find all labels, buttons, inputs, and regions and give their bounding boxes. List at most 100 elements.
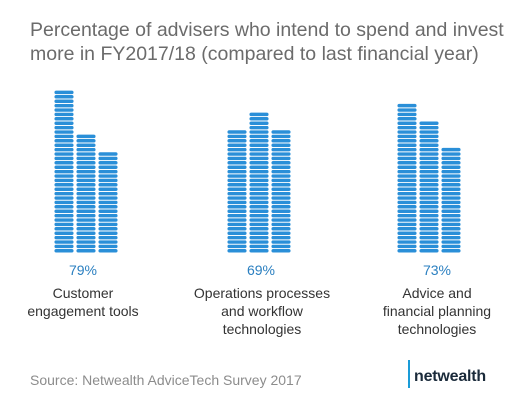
coin (248, 111, 270, 118)
coin (440, 160, 462, 166)
category-label-line: financial planning (382, 303, 492, 319)
coin (418, 234, 440, 241)
coin (396, 146, 418, 153)
coin (396, 239, 418, 245)
coin (53, 226, 75, 232)
coin (53, 195, 75, 201)
value-label-customer-engagement: 79% (68, 262, 98, 278)
coin (396, 186, 418, 192)
category-label-advice-planning: Advice and financial planning technologi… (347, 284, 521, 338)
coin-stack-bar (53, 89, 75, 254)
coin (270, 212, 292, 219)
coin (53, 116, 75, 122)
coin (53, 230, 75, 236)
coin (75, 208, 97, 214)
coin (270, 160, 292, 166)
coin (248, 133, 270, 140)
coin-group-2 (396, 102, 462, 254)
coin (97, 160, 119, 166)
coin (75, 199, 97, 206)
coin (418, 173, 440, 179)
coin (75, 221, 97, 228)
coin (53, 120, 75, 126)
coin (53, 239, 75, 245)
coin (226, 138, 248, 144)
category-label-line: Advice and (402, 285, 472, 301)
coin (418, 208, 440, 214)
coin (97, 226, 119, 232)
coin (270, 133, 292, 140)
coin (226, 208, 248, 214)
coin (396, 226, 418, 232)
coin (97, 243, 119, 250)
coin (396, 124, 418, 131)
coin (248, 173, 270, 179)
coin (418, 177, 440, 184)
coin (440, 168, 462, 175)
coin (396, 173, 418, 179)
coin (226, 146, 248, 153)
coin (418, 168, 440, 175)
coin (226, 160, 248, 166)
coin (248, 186, 270, 192)
coin (226, 248, 248, 254)
coin (53, 160, 75, 166)
coin (75, 234, 97, 241)
coin (53, 146, 75, 153)
coin (97, 239, 119, 245)
coin (418, 133, 440, 140)
coin (75, 239, 97, 245)
coin (75, 204, 97, 210)
coin (226, 190, 248, 197)
coin (396, 102, 418, 109)
coin (97, 164, 119, 170)
coin (53, 173, 75, 179)
coin (75, 160, 97, 166)
coin (418, 217, 440, 223)
coin (226, 164, 248, 170)
coin (248, 168, 270, 175)
logo-accent-bar (408, 360, 410, 388)
coin (97, 234, 119, 241)
coin (53, 151, 75, 157)
coin (53, 234, 75, 241)
coin (418, 226, 440, 232)
coin (53, 182, 75, 188)
coin (53, 217, 75, 223)
coin (270, 168, 292, 175)
coin (270, 164, 292, 170)
coin (53, 138, 75, 144)
coin (396, 195, 418, 201)
coin (75, 168, 97, 175)
coin (53, 168, 75, 175)
coin (75, 230, 97, 236)
coin (440, 243, 462, 250)
coin (270, 248, 292, 254)
coin-stack-bar (440, 146, 462, 254)
logo-wordmark: netwealth (414, 368, 486, 385)
coin-stack-bar (270, 129, 292, 254)
coin (440, 239, 462, 245)
coin (440, 199, 462, 206)
coin (418, 248, 440, 254)
coin (226, 195, 248, 201)
coin (248, 195, 270, 201)
coin (396, 204, 418, 210)
coin (53, 111, 75, 118)
coin (396, 230, 418, 236)
coin (75, 177, 97, 184)
coin (396, 164, 418, 170)
coin (418, 182, 440, 188)
coin (396, 182, 418, 188)
coin (75, 190, 97, 197)
coin (248, 212, 270, 219)
coin (226, 129, 248, 135)
coin (270, 146, 292, 153)
coin (396, 129, 418, 135)
coin (97, 199, 119, 206)
coin (226, 230, 248, 236)
coin (396, 243, 418, 250)
coin (396, 111, 418, 118)
coin (248, 138, 270, 144)
coin (75, 138, 97, 144)
